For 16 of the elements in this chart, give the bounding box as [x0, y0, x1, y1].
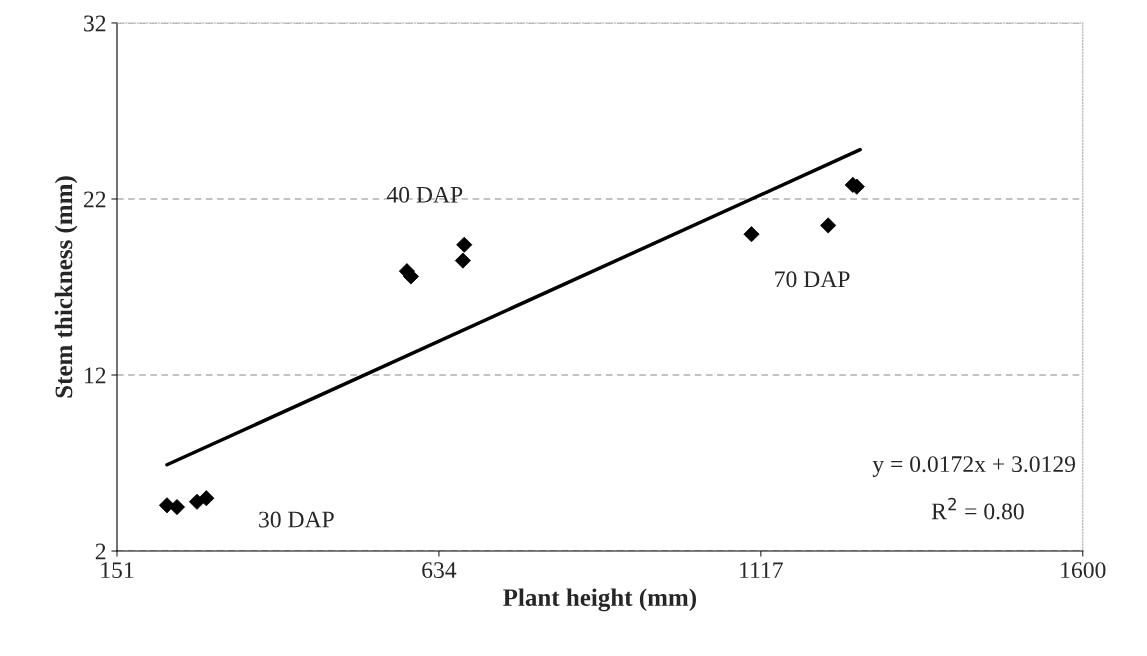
y-tick-label: 12 [85, 367, 106, 384]
annotation: 30 DAP [259, 511, 334, 528]
y-tick-label: 22 [84, 191, 106, 208]
y-tick-label: 2 [95, 543, 106, 560]
y-axis-title: Stem thickness (mm) [54, 176, 78, 398]
x-tick-label: 634 [422, 562, 457, 579]
x-tick-label: 1117 [740, 562, 783, 578]
x-tick-label: 151 [101, 562, 134, 579]
annotation: 40 DAP [386, 186, 463, 203]
annotation: y = 0.0172x + 3.0129 [872, 456, 1076, 477]
x-axis-title: Plant height (mm) [503, 588, 696, 612]
annotation: 70 DAP [775, 271, 850, 288]
point [820, 217, 837, 234]
y-tick-label: 32 [84, 15, 106, 32]
annotation: R$^{2}$ = 0.80 [931, 497, 1024, 520]
x-tick-label: 1600 [1061, 562, 1106, 579]
